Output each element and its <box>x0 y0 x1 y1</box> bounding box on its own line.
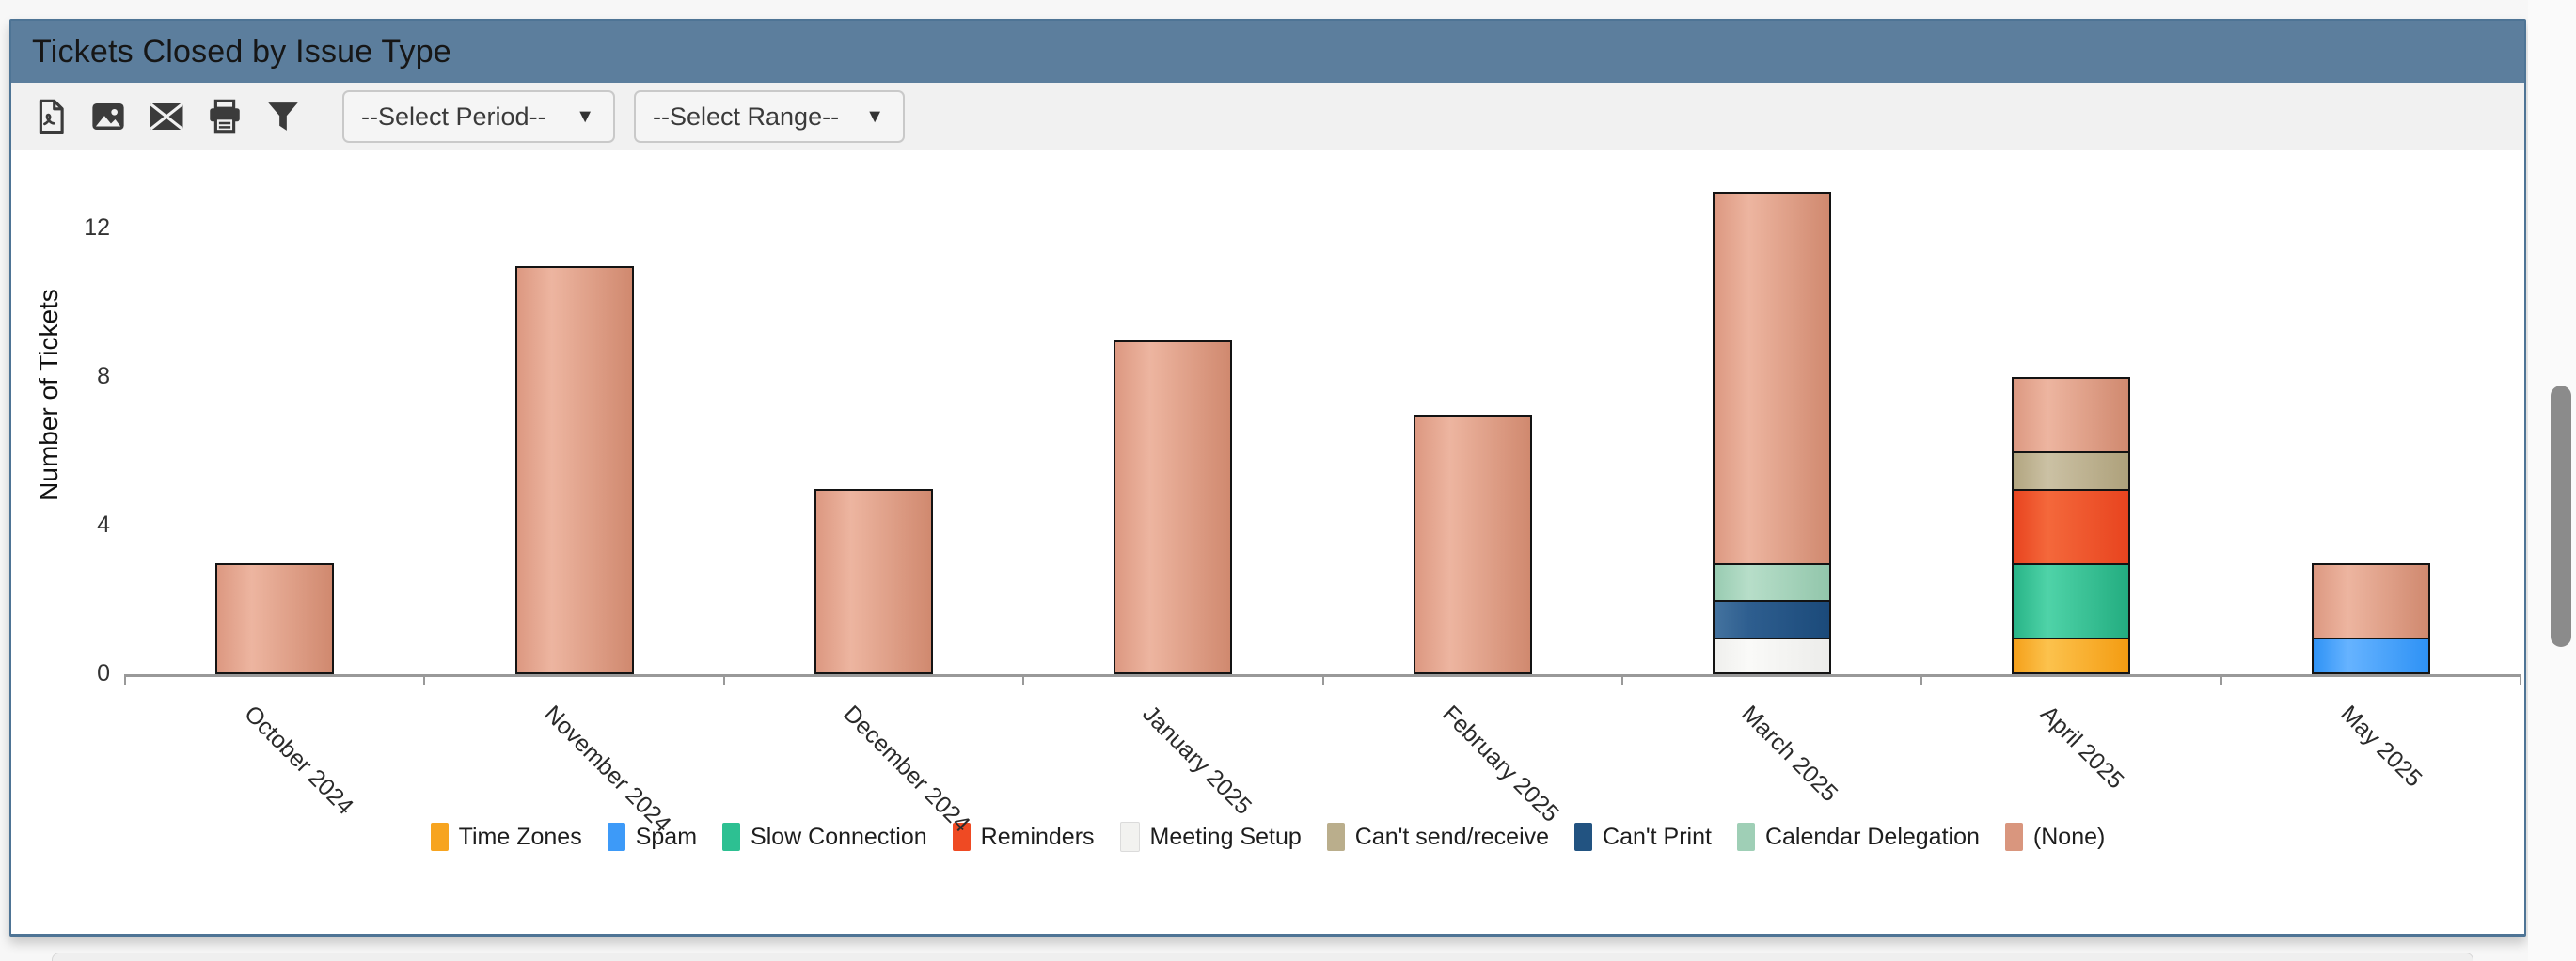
legend-item-slow-connection[interactable]: Slow Connection <box>722 823 927 851</box>
email-icon <box>150 102 183 131</box>
x-label-october-2024: October 2024 <box>239 701 359 820</box>
x-axis-tick <box>1321 674 1324 685</box>
export-pdf-button[interactable] <box>28 95 71 138</box>
legend-swatch <box>1119 822 1140 852</box>
y-tick-label: 12 <box>84 214 110 241</box>
tickets-closed-panel: Tickets Closed by Issue Type <box>9 19 2526 937</box>
legend-item-none[interactable]: (None) <box>2004 823 2106 851</box>
x-label-november-2024: November 2024 <box>538 701 676 838</box>
chevron-down-icon: ▼ <box>865 105 884 127</box>
legend-label: (None) <box>2032 823 2106 850</box>
x-axis-tick <box>2520 674 2521 685</box>
legend-item-can-t-send-receive[interactable]: Can't send/receive <box>1326 823 1550 851</box>
legend-item-meeting-setup[interactable]: Meeting Setup <box>1119 822 1302 852</box>
bar-segment-may-2025-none[interactable] <box>2311 562 2430 639</box>
y-tick-label: 0 <box>97 660 110 686</box>
x-axis-tick <box>423 674 426 685</box>
legend-label: Meeting Setup <box>1149 823 1302 850</box>
legend-item-spam[interactable]: Spam <box>607 823 698 851</box>
email-button[interactable] <box>145 95 188 138</box>
y-tick-label: 4 <box>97 512 110 538</box>
x-label-january-2025: January 2025 <box>1137 701 1257 820</box>
x-axis-tick <box>2220 674 2222 685</box>
next-panel-edge <box>52 953 2473 961</box>
print-button[interactable] <box>203 95 246 138</box>
x-label-february-2025: February 2025 <box>1436 701 1564 827</box>
legend-item-time-zones[interactable]: Time Zones <box>430 823 582 851</box>
legend-label: Time Zones <box>458 823 582 850</box>
x-axis-tick <box>1920 674 1923 685</box>
x-axis-tick <box>1022 674 1025 685</box>
legend-label: Can't Print <box>1603 823 1712 850</box>
bar-segment-october-2024-none[interactable] <box>215 562 335 674</box>
legend-label: Calendar Delegation <box>1764 823 1980 850</box>
legend-swatch <box>1736 823 1755 851</box>
chart-plot: Number of Tickets Time Zones Spam Slow Con… <box>11 150 2524 934</box>
legend-label: Can't send/receive <box>1354 823 1550 850</box>
bar-segment-march-2025-meeting-setup[interactable] <box>1713 637 1832 674</box>
x-label-march-2025: March 2025 <box>1736 701 1843 808</box>
x-axis-tick <box>722 674 725 685</box>
legend-label: Slow Connection <box>751 823 927 850</box>
export-image-icon <box>92 103 124 130</box>
bar-segment-april-2025-slow-connection[interactable] <box>2012 562 2131 639</box>
filter-icon <box>268 102 298 131</box>
bar-segment-may-2025-spam[interactable] <box>2311 637 2430 674</box>
legend-label: Spam <box>635 823 698 850</box>
legend-swatch <box>1326 823 1345 851</box>
panel-title: Tickets Closed by Issue Type <box>32 33 451 70</box>
scrollbar-thumb[interactable] <box>2551 386 2571 647</box>
bar-segment-november-2024-none[interactable] <box>514 265 634 674</box>
legend-swatch <box>722 823 741 851</box>
bar-segment-march-2025-calendar-delegation[interactable] <box>1713 562 1832 602</box>
legend-swatch <box>1574 823 1593 851</box>
y-axis-title: Number of Tickets <box>34 289 63 501</box>
bar-segment-march-2025-none[interactable] <box>1713 191 1832 565</box>
legend-swatch <box>430 823 449 851</box>
bar-segment-april-2025-none[interactable] <box>2012 377 2131 453</box>
bar-segment-april-2025-time-zones[interactable] <box>2012 637 2131 674</box>
toolbar: --Select Period-- ▼ --Select Range-- ▼ <box>11 83 2524 150</box>
panel-header: Tickets Closed by Issue Type <box>11 21 2524 83</box>
bar-segment-april-2025-reminders[interactable] <box>2012 488 2131 565</box>
period-select-value: --Select Period-- <box>361 102 546 131</box>
print-icon <box>210 99 240 134</box>
bar-segment-december-2024-none[interactable] <box>814 488 933 674</box>
x-axis-tick <box>1620 674 1623 685</box>
chart-legend: Time Zones Spam Slow Connection Reminders Me… <box>11 820 2524 854</box>
legend-swatch <box>2004 823 2023 851</box>
period-select[interactable]: --Select Period-- ▼ <box>342 90 615 143</box>
range-select-value: --Select Range-- <box>653 102 840 131</box>
chevron-down-icon: ▼ <box>576 105 594 127</box>
bar-segment-march-2025-can-t-print[interactable] <box>1713 600 1832 639</box>
legend-item-reminders[interactable]: Reminders <box>952 823 1095 851</box>
bar-segment-february-2025-none[interactable] <box>1413 414 1532 674</box>
x-label-december-2024: December 2024 <box>838 701 975 838</box>
y-tick-label: 8 <box>97 363 110 389</box>
x-axis-tick <box>124 674 126 685</box>
legend-swatch <box>607 823 625 851</box>
scrollbar-track[interactable] <box>2528 0 2576 961</box>
range-select[interactable]: --Select Range-- ▼ <box>634 90 905 143</box>
legend-item-can-t-print[interactable]: Can't Print <box>1574 823 1712 851</box>
export-image-button[interactable] <box>87 95 130 138</box>
x-label-april-2025: April 2025 <box>2035 701 2130 795</box>
legend-item-calendar-delegation[interactable]: Calendar Delegation <box>1736 823 1980 851</box>
bar-segment-april-2025-can-t-send-receive[interactable] <box>2012 451 2131 491</box>
legend-swatch <box>952 823 971 851</box>
filter-button[interactable] <box>261 95 305 138</box>
export-pdf-icon <box>39 99 64 134</box>
legend-label: Reminders <box>980 823 1095 850</box>
bar-segment-january-2025-none[interactable] <box>1114 339 1233 674</box>
x-label-may-2025: May 2025 <box>2335 701 2427 793</box>
